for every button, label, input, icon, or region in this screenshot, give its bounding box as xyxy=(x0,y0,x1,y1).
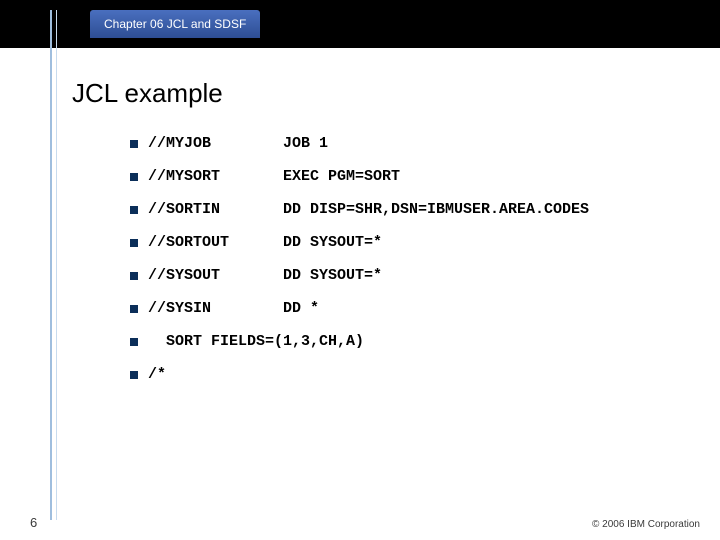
code-row: //MYJOBJOB 1 xyxy=(130,135,589,152)
code-row: //MYSORTEXEC PGM=SORT xyxy=(130,168,589,185)
chapter-tab: Chapter 06 JCL and SDSF xyxy=(90,10,260,38)
bullet-icon xyxy=(130,173,138,181)
code-line: //MYSORTEXEC PGM=SORT xyxy=(148,168,400,185)
bullet-icon xyxy=(130,371,138,379)
bullet-icon xyxy=(130,338,138,346)
slide-title: JCL example xyxy=(72,78,223,109)
chapter-tab-label: Chapter 06 JCL and SDSF xyxy=(104,13,246,35)
left-accent-rule-thin xyxy=(56,10,57,520)
code-line: SORT FIELDS=(1,3,CH,A) xyxy=(148,333,364,350)
bullet-icon xyxy=(130,140,138,148)
code-line: /* xyxy=(148,366,166,383)
bullet-icon xyxy=(130,305,138,313)
copyright: © 2006 IBM Corporation xyxy=(592,519,700,530)
code-line: //SYSOUTDD SYSOUT=* xyxy=(148,267,382,284)
bullet-icon xyxy=(130,239,138,247)
left-accent-rule xyxy=(50,10,52,520)
code-row: /* xyxy=(130,366,589,383)
code-line: //SORTINDD DISP=SHR,DSN=IBMUSER.AREA.COD… xyxy=(148,201,589,218)
code-row: //SORTINDD DISP=SHR,DSN=IBMUSER.AREA.COD… xyxy=(130,201,589,218)
code-row: //SYSOUTDD SYSOUT=* xyxy=(130,267,589,284)
code-line: //SORTOUTDD SYSOUT=* xyxy=(148,234,382,251)
bullet-icon xyxy=(130,206,138,214)
code-row: SORT FIELDS=(1,3,CH,A) xyxy=(130,333,589,350)
code-row: //SYSINDD * xyxy=(130,300,589,317)
code-line: //SYSINDD * xyxy=(148,300,319,317)
code-line: //MYJOBJOB 1 xyxy=(148,135,328,152)
code-list: //MYJOBJOB 1 //MYSORTEXEC PGM=SORT //SOR… xyxy=(130,135,589,399)
page-number: 6 xyxy=(30,515,37,530)
code-row: //SORTOUTDD SYSOUT=* xyxy=(130,234,589,251)
bullet-icon xyxy=(130,272,138,280)
